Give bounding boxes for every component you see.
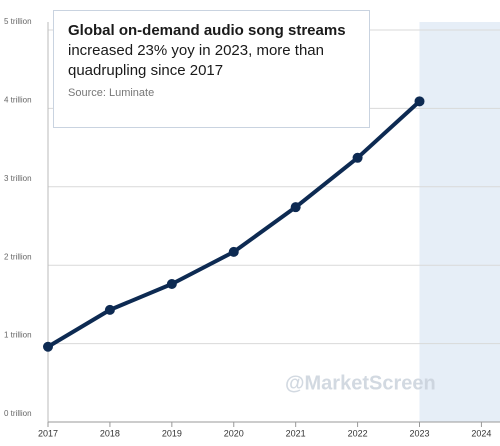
line <box>46 99 421 349</box>
title-box: Global on-demand audio song streams incr… <box>53 10 370 128</box>
point <box>352 152 363 163</box>
point <box>290 202 301 213</box>
y-tick-label: 2 trillion <box>4 252 32 261</box>
point <box>228 246 239 257</box>
x-tick-label: 2020 <box>224 428 244 438</box>
x-tick-label: 2018 <box>100 428 120 438</box>
x-tick-label: 2022 <box>348 428 368 438</box>
shaded-region <box>419 22 500 422</box>
point <box>104 304 115 315</box>
source: Source: Luminate <box>68 87 155 99</box>
x-tick-label: 2017 <box>38 428 58 438</box>
x-tick-label: 2021 <box>286 428 306 438</box>
y-tick-label: 4 trillion <box>4 96 32 105</box>
chart-title: Global on-demand audio song streams <box>68 22 346 39</box>
x-tick-label: 2019 <box>162 428 182 438</box>
watermark: @MarketScreen <box>285 372 436 394</box>
x-tick-label: 2024 <box>471 428 491 438</box>
point <box>166 279 177 290</box>
y-tick-label: 1 trillion <box>4 331 32 340</box>
y-tick-label: 3 trillion <box>4 174 32 183</box>
chart-subtitle: increased 23% yoy in 2023, more than qua… <box>68 42 324 79</box>
y-tick-label: 0 trillion <box>4 409 32 418</box>
y-tick-label: 5 trillion <box>4 17 32 26</box>
point <box>414 96 425 107</box>
x-tick-label: 2023 <box>409 428 429 438</box>
point <box>43 341 53 352</box>
